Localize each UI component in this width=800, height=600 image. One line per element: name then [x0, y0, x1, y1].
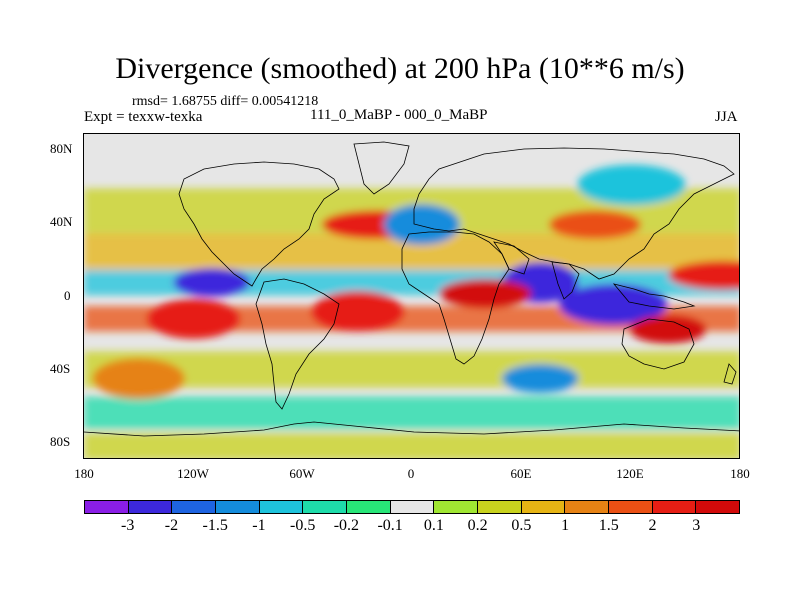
coast-india: [551, 261, 580, 300]
coast-new-zealand: [723, 363, 737, 385]
colorbar-level-label: 0.1: [423, 517, 444, 534]
divergence-anomaly: [383, 204, 460, 245]
stats-line: rmsd= 1.68755 diff= 0.00541218: [132, 94, 319, 109]
colorbar-level-label: 0.5: [511, 517, 532, 534]
experiment-label: Expt = texxw-texka: [84, 109, 203, 125]
coast-australia: [621, 318, 695, 370]
colorbar-swatch: [259, 501, 304, 513]
divergence-anomaly: [92, 358, 185, 399]
divergence-anomaly: [630, 315, 706, 344]
divergence-field: [84, 164, 739, 458]
divergence-anomaly: [668, 261, 739, 290]
colorbar-swatch: [652, 501, 697, 513]
colorbar-level-label: -0.1: [377, 517, 403, 534]
colorbar: [84, 500, 740, 514]
map-title: Divergence (smoothed) at 200 hPa (10**6 …: [115, 52, 685, 85]
colorbar-swatch: [609, 501, 653, 513]
colorbar-level-label: -1.5: [202, 517, 228, 534]
y-tick-label: 40S: [50, 361, 71, 376]
colorbar-level-label: -3: [121, 517, 135, 534]
colorbar-swatch: [216, 501, 260, 513]
x-tick-label: 120W: [177, 466, 209, 481]
coast-arabia: [493, 241, 530, 275]
y-tick-label: 80N: [50, 141, 73, 156]
colorbar-swatch: [696, 501, 740, 513]
colorbar-level-label: 0.2: [467, 517, 488, 534]
divergence-anomaly: [549, 210, 641, 239]
y-tick-label: 40N: [50, 214, 73, 229]
divergence-anomaly: [559, 284, 668, 325]
x-tick-label: 60W: [289, 466, 315, 481]
colorbar-level-label: -0.5: [289, 517, 316, 534]
y-tick-label: 80S: [50, 434, 71, 449]
x-tick-label: 180: [730, 466, 750, 481]
comparison-label: 111_0_MaBP - 000_0_MaBP: [310, 107, 488, 123]
divergence-anomaly: [439, 279, 532, 308]
colorbar-swatch: [172, 501, 217, 513]
colorbar-level-label: -1: [252, 517, 266, 534]
field-band: [84, 396, 739, 430]
x-tick-label: 0: [407, 466, 415, 481]
map-panel: [83, 133, 740, 459]
colorbar-level-label: 2: [648, 517, 657, 534]
x-tick-label: 120E: [616, 466, 644, 481]
x-tick-label: 60E: [510, 466, 532, 481]
divergence-anomaly: [311, 291, 404, 332]
coast-north-america: [178, 161, 340, 287]
colorbar-level-label: -0.2: [333, 517, 360, 534]
colorbar-level-label: 1.5: [598, 517, 619, 534]
colorbar-swatch: [521, 501, 566, 513]
colorbar-level-label: -2: [164, 517, 179, 534]
colorbar-swatch: [128, 501, 173, 513]
divergence-anomaly: [173, 268, 250, 297]
divergence-anomaly: [147, 298, 240, 339]
field-band: [84, 351, 739, 388]
colorbar-swatch: [85, 501, 129, 513]
colorbar-swatch: [478, 501, 522, 513]
colorbar-swatch: [565, 501, 610, 513]
divergence-map: [84, 134, 739, 458]
colorbar-swatch: [434, 501, 479, 513]
coast-antarctica: [84, 421, 739, 437]
season-label: JJA: [715, 109, 738, 125]
colorbar-level-label: 1: [561, 517, 570, 534]
field-band: [84, 432, 739, 458]
coast-south-america: [255, 278, 340, 410]
coast-maritime: [612, 283, 696, 310]
coastlines: [84, 141, 739, 437]
x-tick-label: 180: [74, 466, 94, 481]
colorbar-swatch: [347, 501, 391, 513]
colorbar-level-label: 3: [692, 517, 701, 534]
coast-greenland: [353, 141, 410, 195]
divergence-anomaly: [577, 164, 686, 205]
colorbar-swatch: [390, 501, 435, 513]
colorbar-swatch: [303, 501, 348, 513]
divergence-anomaly: [502, 364, 579, 393]
y-tick-label: 0: [64, 288, 71, 303]
coast-eurasia: [413, 147, 735, 280]
coast-africa: [401, 231, 510, 365]
